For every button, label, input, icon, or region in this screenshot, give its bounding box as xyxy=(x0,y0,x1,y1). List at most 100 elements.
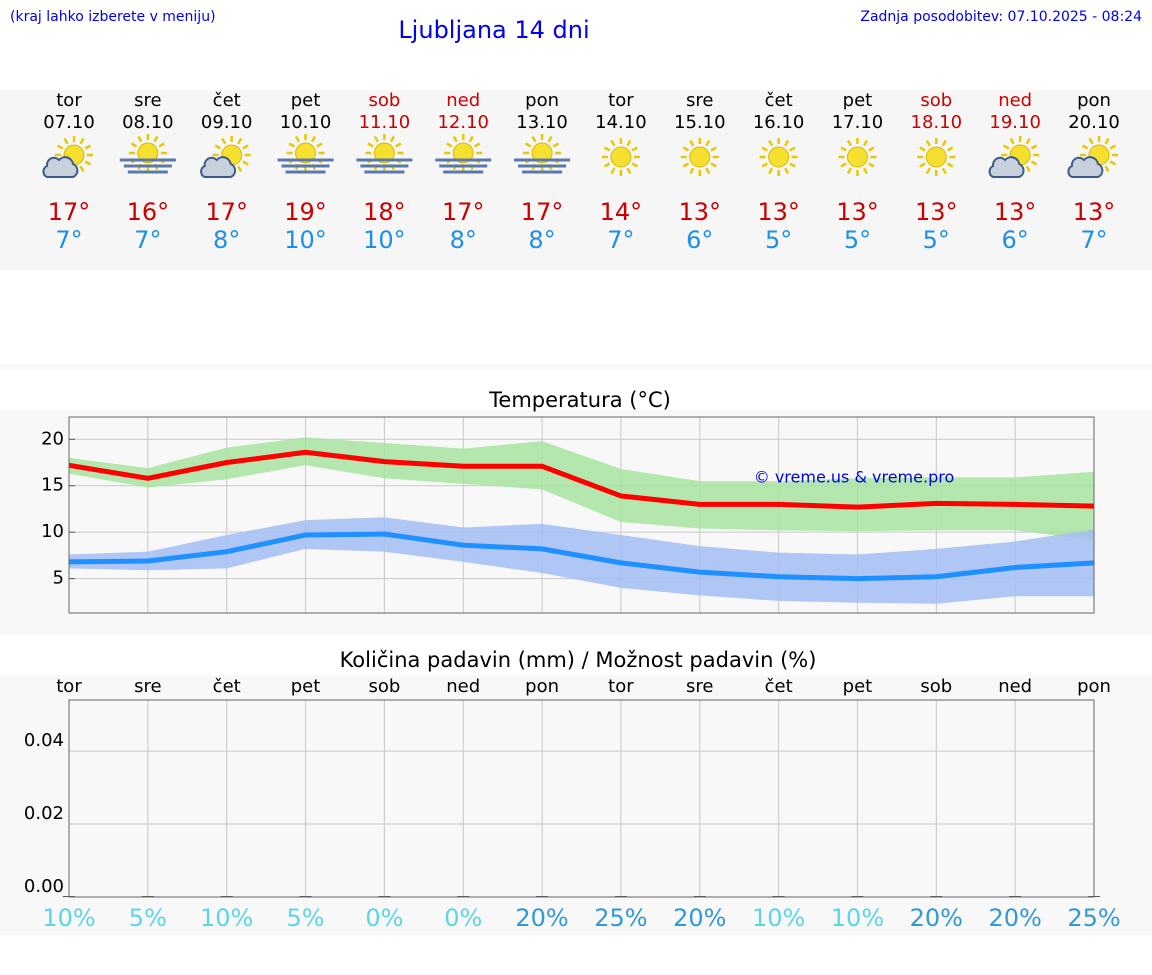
temp-high: 13° xyxy=(994,198,1037,226)
sun-ray xyxy=(237,165,243,173)
temp-high: 13° xyxy=(836,198,879,226)
sun-ray xyxy=(846,139,853,147)
sun-ray xyxy=(56,144,64,150)
sun-ray xyxy=(919,162,926,168)
day-name: sre xyxy=(686,90,713,111)
temp-high: 17° xyxy=(442,198,485,226)
temp-low: 8° xyxy=(213,226,240,254)
probability-label: 10% xyxy=(752,904,805,932)
x-tick-label: pon xyxy=(525,676,559,697)
sun-ray xyxy=(242,144,249,150)
temp-low: 8° xyxy=(450,226,477,254)
sun-ray xyxy=(925,139,931,147)
sun-ray xyxy=(1081,144,1089,150)
sun-ray xyxy=(610,167,616,175)
sun xyxy=(610,146,632,168)
day-name: pet xyxy=(843,90,873,111)
sun-ray xyxy=(946,146,954,152)
sun-ray xyxy=(531,135,537,143)
day-date: 19.10 xyxy=(989,112,1041,133)
cloud xyxy=(42,156,79,178)
sun-ray xyxy=(941,167,947,175)
x-tick-label: čet xyxy=(213,676,241,697)
temp-low: 10° xyxy=(284,226,327,254)
sun xyxy=(137,142,159,164)
sun-ray xyxy=(768,167,774,175)
sun-ray xyxy=(603,146,611,152)
sun-ray xyxy=(221,137,227,145)
sun-ray xyxy=(310,135,317,143)
sun-ray xyxy=(288,142,295,148)
sun-ray xyxy=(603,162,611,168)
weather-icon xyxy=(200,136,251,178)
sun-ray xyxy=(1009,137,1015,145)
sun-ray xyxy=(446,142,453,148)
sun-ray xyxy=(868,146,875,152)
x-tick-label: tor xyxy=(56,676,82,697)
sun-ray xyxy=(373,135,379,143)
y-tick-label: 20 xyxy=(41,428,64,449)
temp-high: 13° xyxy=(915,198,958,226)
weather-icon xyxy=(277,134,334,174)
sun-ray xyxy=(868,162,875,168)
sun-ray xyxy=(1030,160,1038,166)
sun-ray xyxy=(626,167,632,175)
y-tick-label: 10 xyxy=(41,521,64,542)
weather-icon xyxy=(42,136,93,178)
chart-title: Temperatura (°C) xyxy=(488,388,671,412)
sun-ray xyxy=(784,139,790,147)
sun-ray xyxy=(316,142,323,148)
days-panel xyxy=(0,90,1152,270)
weather-icon xyxy=(435,134,492,174)
x-tick-label: ned xyxy=(998,676,1032,697)
sun xyxy=(531,142,553,164)
weather-icon xyxy=(759,138,798,176)
day-date: 10.10 xyxy=(280,112,332,133)
sun-ray xyxy=(524,142,532,148)
sun-ray xyxy=(1104,137,1110,145)
sun-ray xyxy=(789,162,796,168)
sun-ray xyxy=(130,142,138,148)
sun-ray xyxy=(840,146,847,152)
weather-icon xyxy=(838,138,877,176)
temp-low: 6° xyxy=(1002,226,1029,254)
x-tick-label: pon xyxy=(1077,676,1111,697)
temp-high: 18° xyxy=(363,198,406,226)
sun-ray xyxy=(294,135,301,143)
temp-high: 13° xyxy=(678,198,721,226)
sun-ray xyxy=(919,146,926,152)
day-date: 11.10 xyxy=(359,112,411,133)
probability-label: 10% xyxy=(831,904,884,932)
sun-ray xyxy=(1003,144,1010,150)
temp-line xyxy=(68,531,1095,582)
temp-high: 17° xyxy=(48,198,91,226)
watermark: © vreme.us & vreme.pro xyxy=(754,468,955,487)
sun-ray xyxy=(214,144,222,150)
probability-label: 5% xyxy=(286,904,324,932)
sun-ray xyxy=(689,167,695,175)
y-tick-label: 15 xyxy=(41,475,64,496)
y-tick-label: 5 xyxy=(53,568,64,589)
sun-ray xyxy=(389,135,395,143)
probability-label: 20% xyxy=(515,904,568,932)
sun-ray xyxy=(1109,160,1117,166)
probability-label: 5% xyxy=(129,904,167,932)
day-name: pon xyxy=(525,90,559,111)
sun-ray xyxy=(941,139,947,147)
temp-line xyxy=(68,449,1095,510)
sun-ray xyxy=(547,135,553,143)
x-tick-label: pet xyxy=(291,676,321,697)
day-name: ned xyxy=(446,90,480,111)
sun-ray xyxy=(1109,144,1117,150)
temp-high: 16° xyxy=(127,198,170,226)
menu-note: (kraj lahko izberete v meniju) xyxy=(10,9,216,25)
probability-label: 0% xyxy=(365,904,403,932)
cloud xyxy=(1067,156,1104,178)
temp-low: 7° xyxy=(1080,226,1107,254)
sun xyxy=(295,142,317,164)
day-date: 08.10 xyxy=(122,112,174,133)
weather-icon xyxy=(514,134,571,174)
sun-ray xyxy=(784,167,790,175)
y-tick-label: 0.02 xyxy=(24,803,64,824)
temp-high: 14° xyxy=(600,198,643,226)
